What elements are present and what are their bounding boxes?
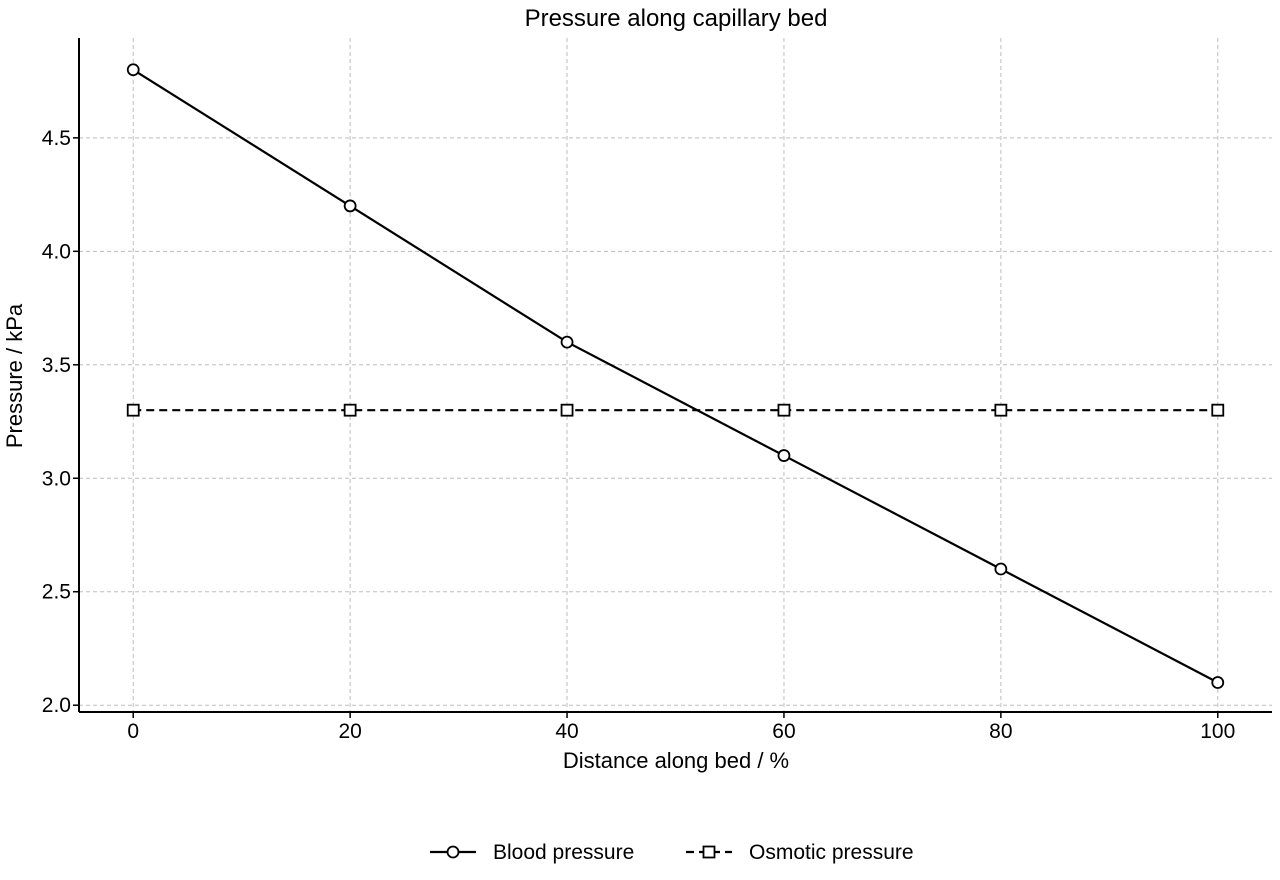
grid-lines xyxy=(79,38,1272,712)
series-line xyxy=(132,68,1219,684)
y-tick-label: 4.0 xyxy=(42,240,71,263)
legend-marker xyxy=(702,845,716,859)
data-point xyxy=(1211,676,1225,689)
data-point xyxy=(126,63,140,77)
data-point xyxy=(777,403,791,417)
y-tick-label: 3.0 xyxy=(42,467,71,490)
x-tick-label: 0 xyxy=(127,720,139,743)
data-point xyxy=(560,335,574,349)
data-point xyxy=(994,562,1008,576)
series-layer xyxy=(126,63,1225,689)
data-point xyxy=(994,403,1008,417)
y-tick-label: 3.5 xyxy=(42,354,71,377)
data-point xyxy=(560,403,574,417)
data-point xyxy=(343,199,357,213)
x-tick-label: 100 xyxy=(1200,720,1235,743)
chart-title: Pressure along capillary bed xyxy=(525,5,828,32)
y-tick-label: 4.5 xyxy=(42,127,71,150)
series-blood-pressure xyxy=(126,63,1225,689)
legend-label: Osmotic pressure xyxy=(749,841,914,864)
data-point xyxy=(1211,403,1225,417)
legend-marker xyxy=(446,845,460,859)
axis-ticks: 0 20 40 60 80 100 2.0 2.5 3.0 3.5 4.0 4.5 xyxy=(42,127,1235,743)
data-point xyxy=(126,403,140,417)
legend-item: Blood pressure xyxy=(430,841,634,864)
x-tick-label: 20 xyxy=(338,720,361,743)
legend: Blood pressure Osmotic pressure xyxy=(430,841,914,864)
series-osmotic-pressure xyxy=(126,403,1225,417)
x-tick-label: 40 xyxy=(555,720,578,743)
x-axis-label: Distance along bed / % xyxy=(563,748,789,773)
y-axis-label: Pressure / kPa xyxy=(2,303,27,448)
data-point xyxy=(777,449,791,462)
y-tick-label: 2.0 xyxy=(42,694,71,717)
legend-item: Osmotic pressure xyxy=(686,841,914,864)
y-tick-label: 2.5 xyxy=(42,581,71,604)
x-tick-label: 80 xyxy=(989,720,1012,743)
x-tick-label: 60 xyxy=(772,720,795,743)
legend-label: Blood pressure xyxy=(493,841,634,864)
data-point xyxy=(343,403,357,417)
